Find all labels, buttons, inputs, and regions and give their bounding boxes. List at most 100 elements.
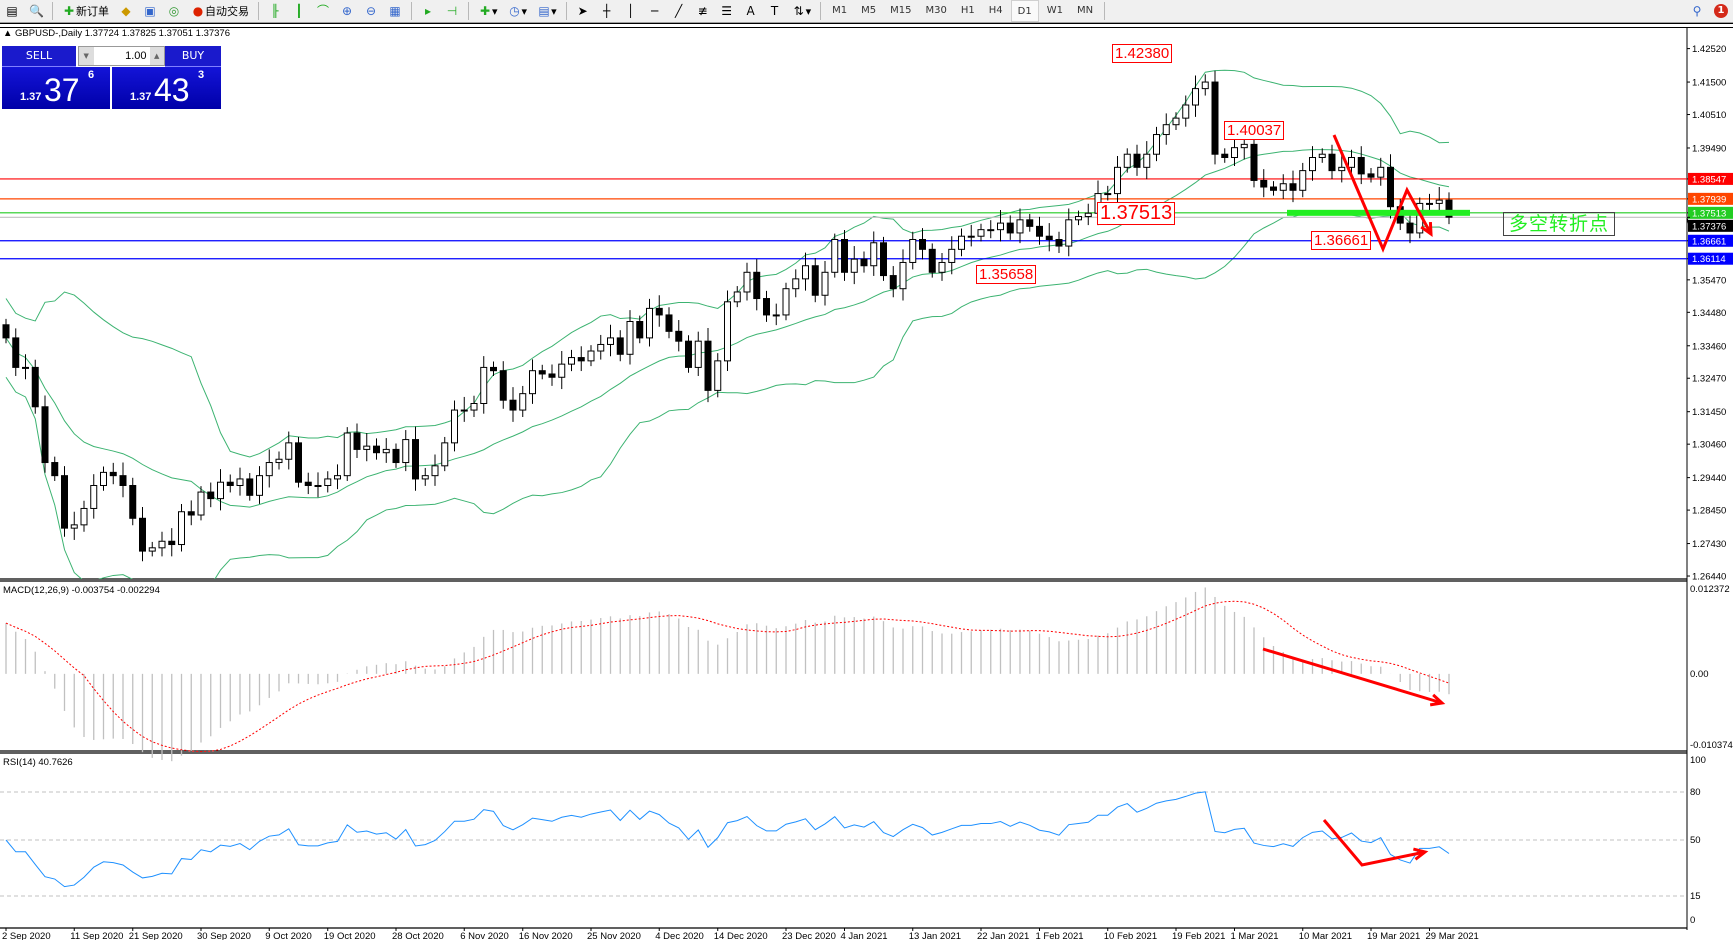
candle[interactable] xyxy=(880,236,887,281)
candle[interactable] xyxy=(821,260,829,306)
candle[interactable] xyxy=(275,451,283,470)
candle[interactable] xyxy=(967,224,975,247)
candle[interactable] xyxy=(431,454,439,486)
candle[interactable] xyxy=(80,500,88,532)
buy-button[interactable]: BUY xyxy=(165,46,221,67)
chart-shift-icon[interactable]: ⊣ xyxy=(446,4,458,18)
candle[interactable] xyxy=(997,209,1004,242)
sell-price[interactable]: 1.37 37 6 xyxy=(2,67,110,109)
candle[interactable] xyxy=(509,387,517,422)
symbol-collapse-icon[interactable]: ▲ xyxy=(3,28,13,39)
candle[interactable] xyxy=(1279,174,1287,199)
candle[interactable] xyxy=(733,286,741,308)
lot-decrease-icon[interactable]: ▼ xyxy=(79,47,94,65)
candle[interactable] xyxy=(694,331,702,376)
terminal-icon[interactable]: ▣ xyxy=(144,4,156,18)
candle[interactable] xyxy=(772,303,780,326)
candle[interactable] xyxy=(850,246,858,285)
candle[interactable] xyxy=(90,474,98,519)
price-label-low[interactable]: 1.35658 xyxy=(976,265,1037,284)
candle[interactable] xyxy=(1377,157,1385,186)
candle[interactable] xyxy=(1075,210,1082,226)
candle[interactable] xyxy=(460,396,468,422)
candle[interactable] xyxy=(1026,213,1034,232)
candle[interactable] xyxy=(158,531,166,557)
price-label-pivot[interactable]: 1.37513 xyxy=(1097,202,1176,225)
candle[interactable] xyxy=(548,364,556,386)
pivot-zone-bar[interactable] xyxy=(1287,209,1470,216)
candle[interactable] xyxy=(763,290,770,322)
candle[interactable] xyxy=(207,482,215,508)
candle[interactable] xyxy=(529,359,536,404)
horizontal-line-icon[interactable]: ─ xyxy=(650,4,659,18)
candle[interactable] xyxy=(616,330,624,362)
candle[interactable] xyxy=(1045,223,1053,252)
candle[interactable] xyxy=(519,385,527,417)
candle[interactable] xyxy=(1211,70,1219,165)
tile-windows-icon[interactable]: ▦ xyxy=(389,4,401,18)
candle[interactable] xyxy=(1182,95,1190,127)
candle[interactable] xyxy=(324,471,332,493)
arrows-dropdown[interactable]: ⇅ ▾ xyxy=(793,4,812,18)
candle[interactable] xyxy=(51,456,59,481)
candle[interactable] xyxy=(1387,154,1394,219)
candle[interactable] xyxy=(441,436,449,472)
candle[interactable] xyxy=(636,315,644,344)
candle[interactable] xyxy=(41,395,49,473)
candle[interactable] xyxy=(685,335,692,373)
candle[interactable] xyxy=(490,361,497,377)
trendline-icon[interactable]: ╱ xyxy=(674,4,683,18)
candle[interactable] xyxy=(1055,231,1063,253)
timeframe-m15[interactable]: M15 xyxy=(890,4,912,16)
candle[interactable] xyxy=(675,320,683,352)
candle[interactable] xyxy=(928,243,936,278)
price-label-high[interactable]: 1.42380 xyxy=(1112,44,1173,63)
candle[interactable] xyxy=(1406,211,1414,244)
candle[interactable] xyxy=(704,328,712,403)
candle[interactable] xyxy=(470,395,478,417)
candle[interactable] xyxy=(626,310,634,365)
crosshair-icon[interactable]: ┼ xyxy=(602,4,611,18)
candle[interactable] xyxy=(607,324,614,357)
candle[interactable] xyxy=(246,473,254,501)
timeframe-m5[interactable]: M5 xyxy=(861,4,877,16)
candle[interactable] xyxy=(402,430,410,472)
candle[interactable] xyxy=(168,528,176,557)
auto-scroll-icon[interactable]: ▸ xyxy=(424,4,432,18)
candle[interactable] xyxy=(304,472,312,495)
candle[interactable] xyxy=(987,220,995,239)
candle[interactable] xyxy=(1426,193,1433,212)
candle[interactable] xyxy=(1357,146,1365,185)
text-label-icon[interactable]: T xyxy=(770,4,779,18)
signals-icon[interactable]: ◎ xyxy=(168,4,180,18)
candle[interactable] xyxy=(1221,148,1229,163)
candle[interactable] xyxy=(1036,216,1043,245)
equidistant-channel-icon[interactable]: ≢ xyxy=(697,4,708,18)
candle[interactable] xyxy=(139,506,146,562)
candle[interactable] xyxy=(2,318,10,344)
lot-size-stepper[interactable]: ▼ ▲ xyxy=(78,46,165,66)
cursor-icon[interactable]: ➤ xyxy=(577,4,588,18)
pivot-note-label[interactable]: 多空转折点 xyxy=(1503,212,1615,236)
candle[interactable] xyxy=(236,467,244,496)
candle[interactable] xyxy=(353,423,361,458)
candle[interactable] xyxy=(1192,75,1199,117)
zoom-out-icon[interactable]: ⊖ xyxy=(365,4,377,18)
candle[interactable] xyxy=(12,328,20,376)
timeframe-m30[interactable]: M30 xyxy=(925,4,947,16)
candle[interactable] xyxy=(22,354,29,380)
rsi-trend-arrow[interactable] xyxy=(1322,819,1426,867)
candle[interactable] xyxy=(587,345,595,367)
candle[interactable] xyxy=(1367,167,1375,183)
candle[interactable] xyxy=(958,228,965,257)
candle[interactable] xyxy=(197,486,205,521)
candle[interactable] xyxy=(899,249,907,301)
line-chart-icon[interactable]: ⌒ xyxy=(316,4,329,18)
candle[interactable] xyxy=(1309,146,1316,181)
candle[interactable] xyxy=(665,307,673,339)
candle[interactable] xyxy=(792,269,800,298)
sell-button[interactable]: SELL xyxy=(2,46,76,67)
candle[interactable] xyxy=(226,474,234,493)
candle[interactable] xyxy=(1006,215,1014,240)
buy-price[interactable]: 1.37 43 3 xyxy=(112,67,221,109)
